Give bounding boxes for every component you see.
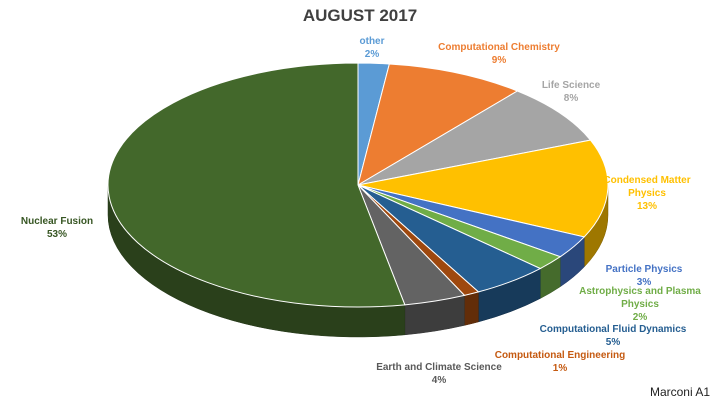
label-life-science: Life Science 8%: [542, 80, 601, 104]
chart-title: AUGUST 2017: [302, 6, 418, 25]
label-astrophysics-and-plasma-physics: Astrophysics and Plasma Physics 2%: [579, 286, 701, 323]
pie-slice-nuclear-fusion: [107, 62, 406, 308]
label-other: other 2%: [360, 36, 385, 60]
label-particle-physics: Particle Physics 3%: [606, 264, 683, 288]
label-condensed-matter-physics: Condensed Matter Physics 13%: [603, 175, 690, 212]
label-nuclear-fusion: Nuclear Fusion 53%: [21, 216, 93, 240]
pie-slice-condensed-matter-physics: [357, 139, 609, 238]
slice-labels: other 2% Computational Chemistry 9% Life Sci…: [21, 36, 701, 386]
pie-slice-life-science: [357, 90, 592, 186]
label-computational-engineering: Computational Engineering 1%: [495, 350, 626, 374]
pie-top: [107, 62, 609, 308]
label-computational-chemistry: Computational Chemistry 9%: [438, 42, 560, 66]
label-earth-and-climate-science: Earth and Climate Science 4%: [376, 362, 502, 386]
label-computational-fluid-dynamics: Computational Fluid Dynamics 5%: [540, 324, 687, 348]
footer-label: Marconi A1: [649, 385, 710, 399]
pie-side-walls: [107, 184, 609, 338]
pie-side-computational-engineering: [464, 291, 479, 326]
pie-slice-computational-chemistry: [357, 63, 519, 187]
